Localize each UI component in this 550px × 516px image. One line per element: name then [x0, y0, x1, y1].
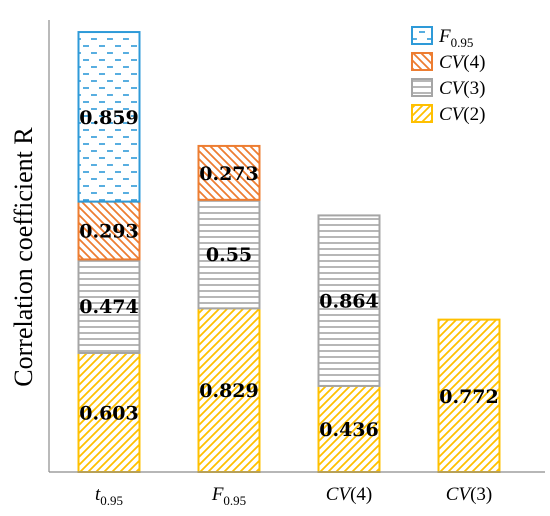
legend-label-cv3-main: CV — [439, 78, 466, 99]
bar-cv2-2 — [317, 384, 381, 473]
legend-label-cv4: CV(4) — [439, 52, 485, 73]
bar-cv2-0 — [77, 351, 141, 474]
data-label-cv3-0: 0.474 — [79, 296, 139, 318]
legend-label-f95-subscript: 0.95 — [451, 35, 474, 50]
x-tick-label-0: t0.95 — [95, 484, 123, 508]
bar-cv3-0 — [77, 258, 141, 354]
data-label-cv2-0: 0.603 — [79, 402, 139, 424]
legend-label-cv3: CV(3) — [439, 78, 485, 99]
legend-label-cv3-suffix: (3) — [463, 78, 485, 99]
legend-label-cv2-suffix: (2) — [463, 104, 485, 125]
data-label-cv2-2: 0.436 — [319, 419, 379, 441]
x-tick-label-3: CV(3) — [446, 484, 492, 505]
bar-cv4-1 — [197, 144, 261, 201]
legend-label-cv2: CV(2) — [439, 104, 485, 125]
y-axis-title: Correlation coefficient R — [9, 127, 38, 387]
legend-swatch-cv2 — [411, 104, 433, 123]
legend-label-cv2-main: CV — [439, 104, 466, 125]
legend-swatch-f95 — [411, 26, 433, 45]
legend-label-f95-main: F — [438, 26, 451, 47]
bar-cv3-2 — [317, 214, 381, 387]
x-tick-label-0-subscript: 0.95 — [100, 493, 123, 508]
legend-label-cv4-main: CV — [439, 52, 466, 73]
x-tick-label-0-main: t — [95, 484, 101, 505]
legend-swatch-cv3 — [411, 78, 433, 97]
legend-label-cv4-suffix: (4) — [463, 52, 485, 73]
data-label-cv2-3: 0.772 — [439, 386, 499, 408]
data-label-f95-0: 0.859 — [79, 107, 139, 129]
x-tick-label-1: F0.95 — [211, 484, 246, 508]
bar-f95-0 — [77, 31, 141, 203]
segment-labels-group: 0.603 0.474 0.293 0.859 0.829 0.55 0.273 0.436 0… — [79, 107, 499, 441]
x-tick-label-2: CV(4) — [326, 484, 372, 505]
bar-cv3-1 — [197, 198, 261, 310]
data-label-cv4-0: 0.293 — [79, 221, 139, 243]
legend-swatch-cv4 — [411, 52, 433, 71]
data-label-cv4-1: 0.273 — [199, 163, 259, 185]
data-label-cv3-1: 0.55 — [206, 244, 252, 266]
x-tick-label-3-suffix: (3) — [470, 484, 492, 505]
x-tick-labels-group: t0.95 F0.95 CV(4) CV(3) — [95, 484, 492, 508]
legend-label-f95: F0.95 — [438, 26, 473, 50]
x-tick-label-2-suffix: (4) — [350, 484, 372, 505]
x-tick-label-3-main: CV — [446, 484, 473, 505]
x-tick-label-1-subscript: 0.95 — [223, 493, 246, 508]
bars-group — [77, 31, 501, 474]
data-label-cv3-2: 0.864 — [319, 291, 379, 313]
bar-cv2-3 — [437, 318, 501, 473]
data-label-cv2-1: 0.829 — [199, 380, 259, 402]
x-tick-label-1-main: F — [211, 484, 224, 505]
x-tick-label-2-main: CV — [326, 484, 353, 505]
